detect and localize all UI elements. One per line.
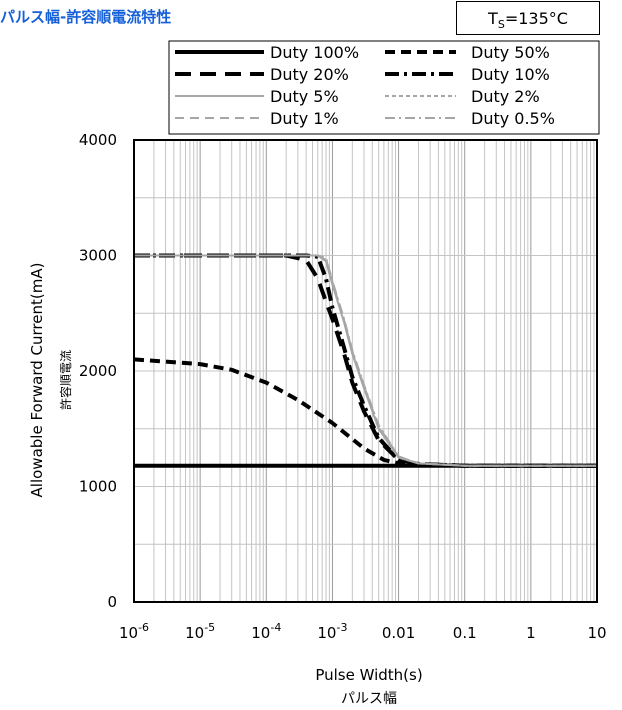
y-tick-label: 0 <box>107 593 117 611</box>
x-tick-label: 10-3 <box>317 621 347 642</box>
tick-label-layer: 10-6 10-5 10-4 10-3 0.01 0.1 1 1001000200030004… <box>79 131 607 642</box>
series-line-duty-50- <box>133 357 597 468</box>
legend-label: Duty 10% <box>471 65 550 84</box>
x-tick-label: 0.01 <box>382 624 415 642</box>
x-tick-base: 10 <box>119 624 138 642</box>
chart-header-title: パルス幅-許容順電流特性 <box>0 8 172 26</box>
y-axis-label: Allowable Forward Current(mA) <box>28 263 46 498</box>
temperature-subscript: S <box>497 18 505 31</box>
legend-label: Duty 2% <box>471 87 540 106</box>
plot-frame <box>133 139 598 603</box>
y-tick-label: 3000 <box>79 247 117 265</box>
x-tick-base: 10 <box>185 624 204 642</box>
x-tick-label: 10 <box>587 624 606 642</box>
x-tick-exponent: -3 <box>336 621 347 634</box>
legend-label: Duty 1% <box>270 109 339 128</box>
x-tick-exponent: -5 <box>204 621 215 634</box>
grid-layer <box>133 140 597 602</box>
temperature-value: =135°C <box>504 9 568 28</box>
x-tick-exponent: -4 <box>270 621 281 634</box>
x-tick-label: 10-6 <box>119 621 149 642</box>
temperature-label: TS=135°C <box>457 9 599 31</box>
temperature-symbol: T <box>488 9 498 28</box>
y-tick-label: 1000 <box>79 478 117 496</box>
x-tick-exponent: -6 <box>138 621 149 634</box>
legend-label: Duty 0.5% <box>471 109 555 128</box>
x-tick-label: 10-5 <box>185 621 215 642</box>
x-tick-label: 10-4 <box>251 621 281 642</box>
legend-label: Duty 5% <box>270 87 339 106</box>
legend: Duty 100% Duty 50% Duty 20% Duty 10% Duty 5%… <box>168 40 600 135</box>
y-tick-label: 4000 <box>79 131 117 149</box>
x-tick-base: 10 <box>317 624 336 642</box>
x-axis-label-jp: パルス幅 <box>341 691 397 707</box>
legend-label: Duty 100% <box>270 43 359 62</box>
x-axis-label: Pulse Width(s) <box>315 666 422 684</box>
y-tick-label: 2000 <box>79 362 117 380</box>
temperature-condition-box: TS=135°C <box>456 1 600 35</box>
series-line-duty-0.5- <box>134 254 597 467</box>
series-layer <box>133 253 597 468</box>
legend-label: Duty 50% <box>471 43 550 62</box>
x-tick-label: 0.1 <box>453 624 477 642</box>
x-tick-base: 10 <box>251 624 270 642</box>
x-tick-label: 1 <box>526 624 536 642</box>
legend-label: Duty 20% <box>270 65 349 84</box>
y-axis-label-jp: 許容順電流 <box>58 350 73 410</box>
